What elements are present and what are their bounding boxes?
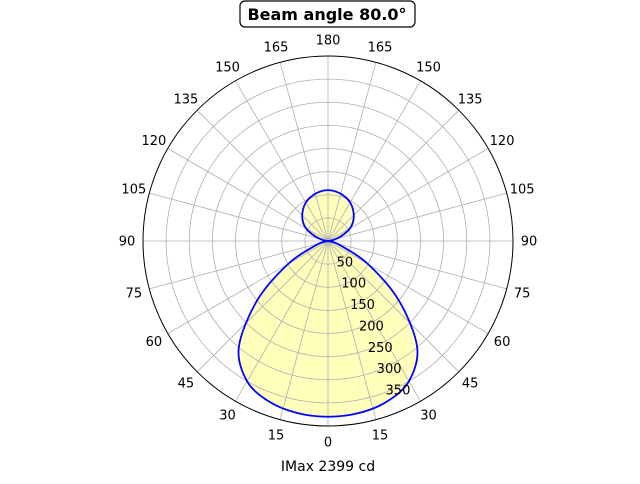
angle-tick-label: 15: [268, 429, 285, 444]
curve-layer: [237, 189, 419, 418]
angular-gridline: [327, 192, 507, 242]
angular-gridline: [235, 80, 329, 242]
angle-tick-label: 0: [324, 436, 332, 451]
angle-tick-label: 60: [146, 335, 163, 350]
grid-layer: [142, 55, 514, 427]
x-axis-label: IMax 2399 cd: [281, 459, 375, 475]
angular-gridline: [196, 109, 329, 242]
angle-tick-label: 90: [521, 235, 538, 250]
angular-gridline: [327, 148, 489, 242]
radial-tick-label: 250: [368, 341, 393, 356]
title-box: [239, 0, 416, 28]
radial-tick-label: 300: [377, 362, 402, 377]
angle-tick-label: 120: [142, 134, 167, 149]
angular-gridline: [327, 240, 377, 420]
angular-gridline: [279, 62, 329, 242]
angular-gridline: [196, 240, 329, 373]
angular-gridline: [167, 148, 329, 242]
angle-tick-label: 90: [119, 235, 136, 250]
angular-gridline: [167, 240, 329, 334]
angle-tick-label: 150: [416, 60, 441, 75]
angle-tick-label: 135: [173, 92, 198, 107]
angle-tick-label: 75: [126, 287, 143, 302]
polar-frame: [142, 55, 514, 427]
title-text: Beam angle 80.0°: [247, 5, 406, 24]
angular-gridline: [327, 62, 377, 242]
angular-gridline: [327, 240, 421, 402]
angle-tick-label: 180: [316, 34, 341, 49]
angle-tick-label: 165: [368, 40, 393, 55]
angle-tick-label: 45: [178, 377, 195, 392]
angular-gridline: [279, 240, 329, 420]
angle-tick-label: 105: [121, 182, 146, 197]
radial-tick-label: 200: [359, 319, 384, 334]
angle-tick-label: 75: [514, 287, 531, 302]
angle-tick-label: 30: [420, 409, 437, 424]
angular-gridline: [235, 240, 329, 402]
radial-tick-label: 150: [350, 298, 375, 313]
angle-tick-label: 60: [494, 335, 511, 350]
angular-gridline: [327, 240, 489, 334]
angle-tick-label: 45: [462, 377, 479, 392]
distribution-curve: [237, 189, 419, 418]
angular-gridline: [327, 240, 507, 290]
angle-tick-label: 15: [372, 429, 389, 444]
angle-tick-label: 105: [510, 182, 535, 197]
radial-tick-label: 100: [341, 277, 366, 292]
radial-tick-label: 350: [386, 384, 411, 399]
angular-gridline: [149, 240, 329, 290]
angle-tick-label: 120: [490, 134, 515, 149]
angular-gridline: [149, 192, 329, 242]
radial-tick-label: 50: [337, 255, 354, 270]
label-layer: 0 15 30 45 60 75 90 105 120 135 150 165 180 165 150 135…: [119, 34, 538, 451]
angle-tick-label: 150: [215, 60, 240, 75]
angle-tick-label: 135: [458, 92, 483, 107]
chart-title: Beam angle 80.0°: [239, 0, 416, 28]
angular-gridline: [327, 109, 460, 242]
angle-tick-label: 30: [219, 409, 236, 424]
angular-gridline: [327, 80, 421, 242]
angle-tick-label: 165: [264, 40, 289, 55]
angular-gridline: [327, 240, 460, 373]
